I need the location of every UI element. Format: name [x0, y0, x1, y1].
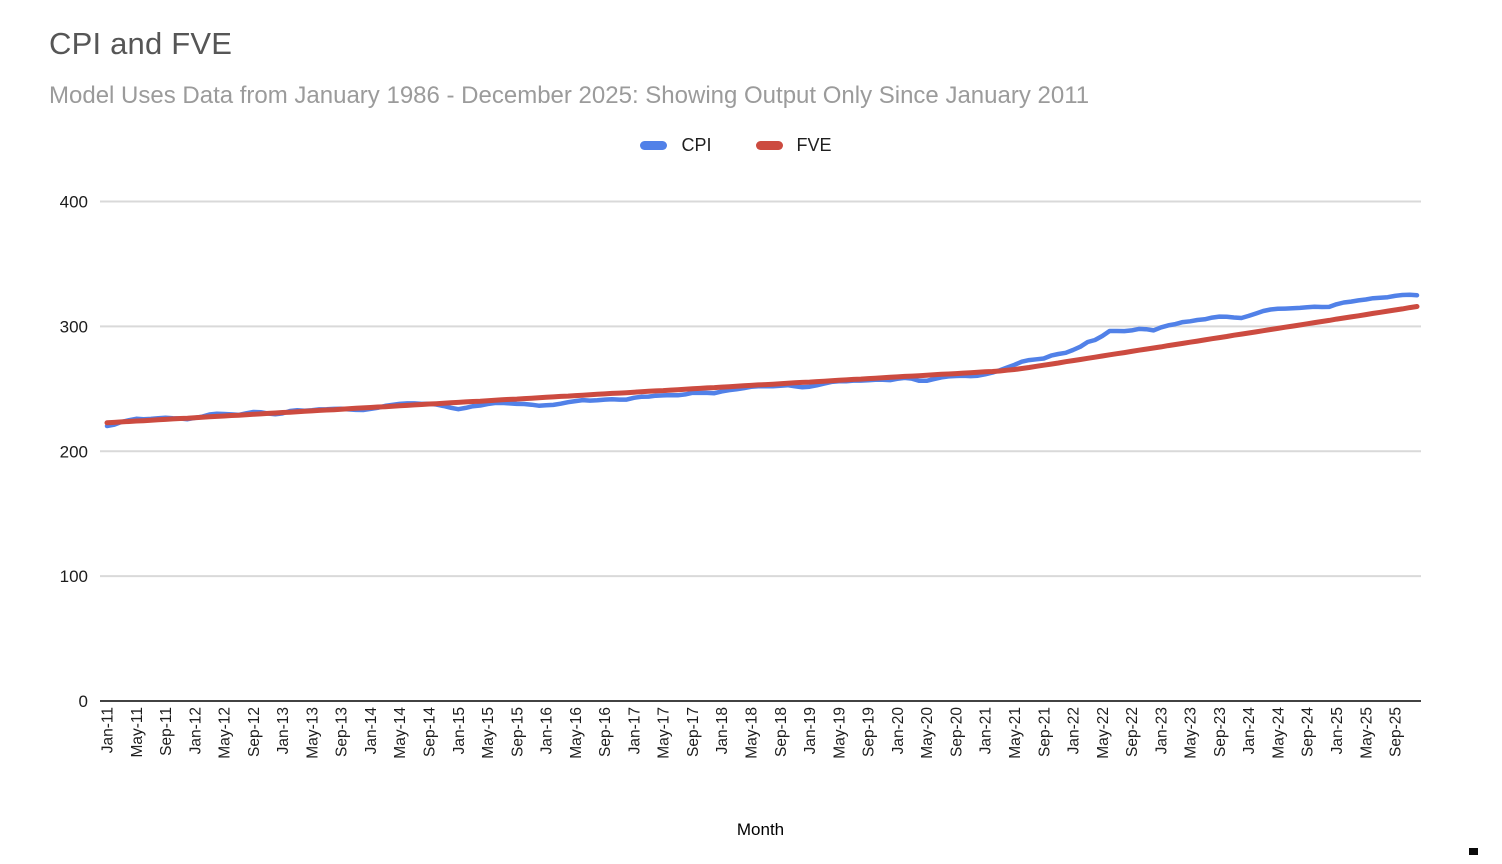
svg-text:May-14: May-14: [392, 707, 409, 759]
svg-text:Sep-17: Sep-17: [685, 707, 702, 757]
legend-swatch-cpi-icon: [640, 141, 668, 150]
chart-subtitle: Model Uses Data from January 1986 - Dece…: [49, 82, 1090, 109]
svg-text:May-21: May-21: [1007, 707, 1024, 759]
legend-item-fve: FVE: [755, 135, 832, 156]
svg-text:Jan-17: Jan-17: [626, 707, 643, 754]
svg-text:Jan-14: Jan-14: [363, 707, 380, 755]
svg-text:May-16: May-16: [568, 707, 585, 759]
chart-legend: CPI FVE: [0, 135, 1472, 156]
svg-text:Jan-24: Jan-24: [1241, 707, 1258, 755]
svg-text:May-22: May-22: [1095, 707, 1112, 759]
svg-text:400: 400: [60, 193, 88, 212]
svg-text:May-23: May-23: [1183, 707, 1200, 759]
svg-text:Sep-18: Sep-18: [773, 707, 790, 757]
legend-swatch-fve-icon: [755, 141, 783, 150]
svg-text:Jan-23: Jan-23: [1153, 707, 1170, 754]
svg-text:Sep-23: Sep-23: [1212, 707, 1229, 757]
svg-text:Jan-22: Jan-22: [1066, 707, 1083, 754]
chart-title: CPI and FVE: [49, 26, 233, 61]
svg-text:Sep-22: Sep-22: [1124, 707, 1141, 757]
corner-mark: [1469, 848, 1478, 855]
svg-text:Jan-18: Jan-18: [714, 707, 731, 754]
svg-text:Jan-16: Jan-16: [539, 707, 556, 754]
svg-text:Jan-13: Jan-13: [275, 707, 292, 754]
svg-text:May-13: May-13: [304, 707, 321, 759]
svg-text:Sep-11: Sep-11: [158, 707, 175, 756]
svg-text:Jan-15: Jan-15: [451, 707, 468, 754]
legend-item-cpi: CPI: [640, 135, 712, 156]
svg-text:May-19: May-19: [831, 707, 848, 759]
svg-text:Jan-25: Jan-25: [1329, 707, 1346, 754]
svg-text:200: 200: [60, 442, 88, 461]
legend-label-fve: FVE: [796, 135, 832, 155]
svg-text:Sep-25: Sep-25: [1388, 707, 1405, 757]
svg-text:Sep-24: Sep-24: [1300, 707, 1317, 757]
svg-text:Jan-19: Jan-19: [802, 707, 819, 754]
svg-text:Jan-20: Jan-20: [890, 707, 907, 755]
svg-text:May-20: May-20: [919, 707, 936, 759]
svg-text:Sep-21: Sep-21: [1036, 707, 1053, 757]
svg-text:May-11: May-11: [129, 707, 146, 758]
svg-text:May-15: May-15: [480, 707, 497, 759]
svg-text:Sep-16: Sep-16: [597, 707, 614, 757]
svg-text:Sep-19: Sep-19: [861, 707, 878, 757]
svg-text:Sep-20: Sep-20: [948, 707, 965, 757]
svg-text:Jan-11: Jan-11: [100, 707, 117, 753]
svg-text:May-24: May-24: [1270, 707, 1287, 759]
legend-label-cpi: CPI: [681, 135, 712, 155]
svg-text:Sep-13: Sep-13: [334, 707, 351, 757]
svg-text:Sep-12: Sep-12: [246, 707, 263, 757]
svg-text:May-25: May-25: [1358, 707, 1375, 759]
svg-text:May-17: May-17: [656, 707, 673, 759]
svg-text:300: 300: [60, 317, 88, 336]
x-axis-title: Month: [736, 820, 785, 839]
svg-text:Sep-14: Sep-14: [422, 707, 439, 757]
svg-text:Sep-15: Sep-15: [509, 707, 526, 757]
svg-text:100: 100: [60, 567, 88, 586]
svg-text:May-18: May-18: [744, 707, 761, 759]
svg-text:May-12: May-12: [217, 707, 234, 759]
svg-text:0: 0: [79, 692, 88, 711]
svg-text:Jan-21: Jan-21: [978, 707, 995, 754]
svg-text:Jan-12: Jan-12: [187, 707, 204, 754]
